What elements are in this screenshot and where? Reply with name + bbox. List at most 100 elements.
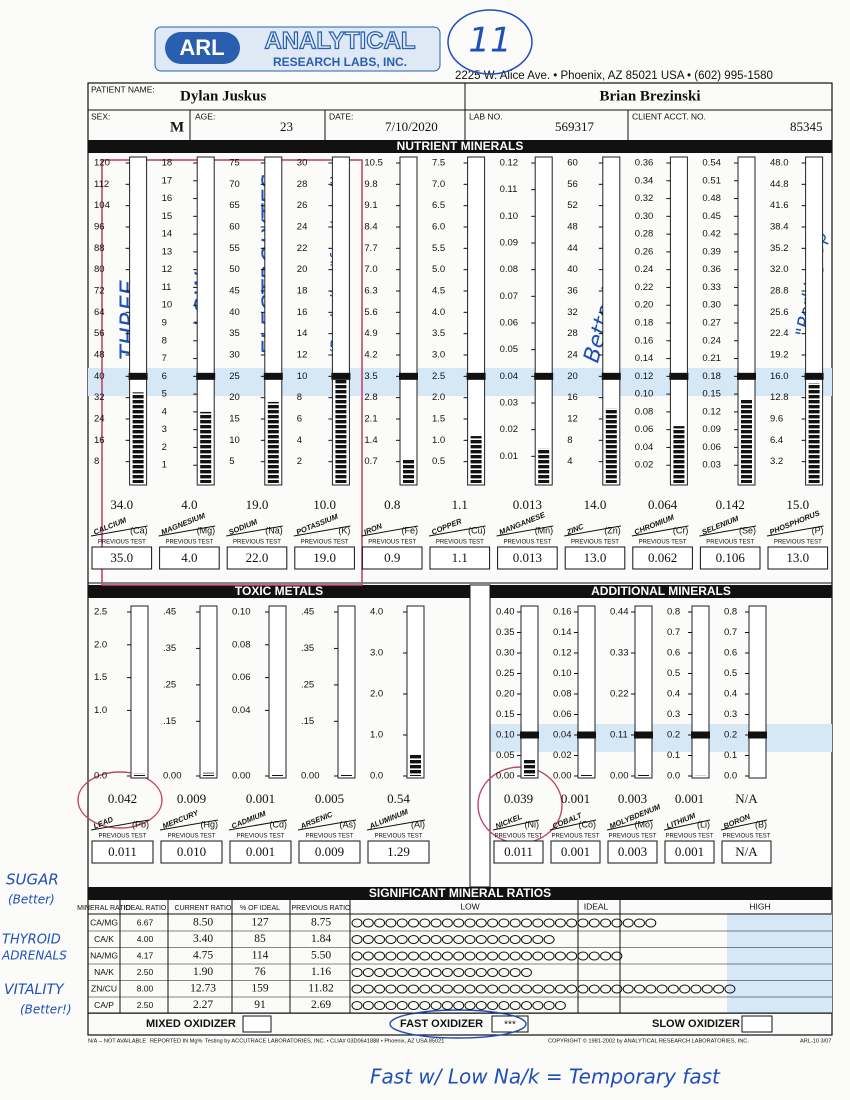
- mineral-name: CADMIUM: [230, 808, 268, 830]
- ideal-marker: [634, 731, 653, 739]
- scale-label: 0.32: [635, 193, 654, 204]
- scale-label: 3.5: [432, 328, 445, 339]
- previous-value: 0.011: [504, 844, 533, 859]
- scale-label: 0.42: [702, 229, 721, 240]
- ideal-marker: [534, 372, 554, 380]
- highlight-box: [101, 159, 363, 586]
- level-bar: [605, 408, 617, 483]
- ratio-circles: [351, 951, 623, 961]
- scale-label: 0.00: [163, 771, 182, 782]
- header-bar: [490, 585, 832, 598]
- scale-label: 0.36: [635, 158, 654, 169]
- name-underline: [226, 525, 283, 537]
- scale-label: 0.05: [500, 344, 518, 355]
- gauge: [268, 605, 287, 779]
- scale-label: 24: [94, 414, 105, 425]
- result: 0.001: [675, 791, 704, 806]
- scale-label: 4.5: [432, 286, 445, 297]
- label: PATIENT NAME:: [91, 84, 155, 94]
- previous-value: 0.9: [384, 550, 400, 565]
- name-underline: [159, 819, 219, 831]
- scale-label: 14: [297, 328, 308, 339]
- gauge: [130, 605, 149, 779]
- name-underline: [293, 525, 351, 537]
- previous-label: PREVIOUS TEST: [368, 540, 416, 546]
- scale-label: 30: [297, 158, 308, 169]
- mineral-name: SODIUM: [227, 517, 259, 537]
- mineral-name: ALUMINUM: [367, 807, 410, 831]
- scale-label: 56: [94, 328, 105, 339]
- scale-label: 0.06: [500, 318, 518, 329]
- scale-label: 7.5: [432, 158, 445, 169]
- scale-label: 0.7: [667, 627, 680, 638]
- scale-label: 9.8: [364, 179, 377, 190]
- scale-label: .35: [301, 643, 314, 654]
- mineral-symbol: (Ca): [130, 525, 148, 535]
- checkbox: [741, 1015, 773, 1033]
- scale-label: 4.9: [364, 328, 377, 339]
- previous-label: PREVIOUS TEST: [609, 834, 657, 840]
- previous-label: PREVIOUS TEST: [723, 834, 771, 840]
- scale-label: .25: [301, 679, 314, 690]
- ratio-cell: 2.69: [311, 999, 331, 1011]
- previous-box: [550, 840, 601, 864]
- mineral-name: NICKEL: [494, 812, 524, 831]
- ratio-cell: 2.50: [137, 1000, 154, 1010]
- scale-label: 16.0: [770, 371, 789, 382]
- name-underline: [361, 525, 419, 537]
- previous-box: [159, 546, 220, 570]
- previous-label: PREVIOUS TEST: [552, 834, 600, 840]
- mineral-symbol: (Pb): [132, 819, 149, 829]
- scale-label: 12.8: [770, 392, 789, 403]
- high-zone: [727, 913, 832, 1013]
- scale-label: 0.08: [635, 406, 654, 417]
- scale-label: 0.05: [496, 750, 515, 761]
- scale-label: 0.00: [301, 771, 320, 782]
- mineral-symbol: (B): [755, 819, 767, 829]
- scale-label: 0.30: [496, 648, 515, 659]
- previous-box: [632, 546, 693, 570]
- scale-label: 45: [229, 286, 240, 297]
- scale-label: 35.2: [770, 243, 789, 254]
- previous-value: 0.001: [561, 844, 590, 859]
- scale-label: 1.4: [364, 435, 377, 446]
- scale-label: 0.8: [667, 607, 680, 618]
- ratio-circles: [351, 935, 555, 944]
- ideal-marker: [520, 731, 539, 739]
- mineral-symbol: (Mn): [535, 525, 554, 535]
- gauge: [534, 156, 553, 486]
- handwritten-note: THYROID: [2, 933, 61, 948]
- scale-label: 0.6: [667, 648, 680, 659]
- scale-label: 44.8: [770, 179, 789, 190]
- ideal-marker: [577, 731, 596, 739]
- scale-label: 0.5: [667, 668, 680, 679]
- scale-label: 0.3: [724, 709, 737, 720]
- scale-label: 8.4: [364, 222, 377, 233]
- scale-label: 0.2: [667, 730, 680, 741]
- scale-label: 0.8: [724, 607, 737, 618]
- mineral-symbol: (Na): [265, 525, 283, 535]
- scale-label: 6: [297, 414, 302, 425]
- ideal-marker: [737, 372, 756, 380]
- scale-label: 0.2: [724, 730, 737, 741]
- level-bar: [203, 772, 214, 776]
- ratio-cell: 4.17: [137, 950, 154, 960]
- previous-label: PREVIOUS TEST: [774, 540, 822, 546]
- result: 0.001: [246, 791, 275, 806]
- mineral-symbol: (Hg): [201, 819, 219, 829]
- previous-value: 19.0: [313, 550, 336, 565]
- scale-label: 35: [229, 328, 240, 339]
- result: 4.0: [181, 497, 197, 512]
- gauge: [467, 156, 486, 486]
- previous-label: PREVIOUS TEST: [503, 540, 551, 546]
- previous-box: [429, 546, 491, 570]
- scale-label: .45: [163, 607, 176, 618]
- scale-label: 0.10: [500, 211, 518, 222]
- ratio-header: MINERAL RATIO: [77, 905, 131, 912]
- scale-label: 50: [229, 264, 240, 275]
- scale-label: IDEAL: [584, 901, 609, 911]
- scale-label: 0.30: [702, 300, 721, 311]
- ratio-cell: 12.73: [190, 983, 216, 995]
- ratio-cell: 11.82: [308, 983, 334, 995]
- previous-value: 1.29: [387, 844, 410, 859]
